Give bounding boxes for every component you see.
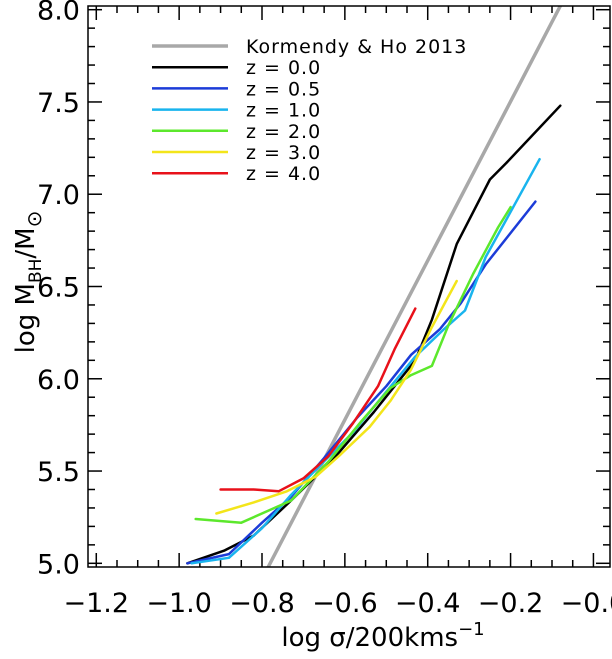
series-lines bbox=[186, 6, 563, 567]
x-tick-label: −0.4 bbox=[395, 588, 461, 619]
series-line bbox=[215, 279, 458, 515]
series-line bbox=[190, 157, 541, 565]
legend-label: z = 3.0 bbox=[246, 142, 321, 164]
y-tick-labels: 5.0 5.5 6.0 6.5 7.0 7.5 8.0 bbox=[37, 0, 80, 580]
axis-ticks bbox=[88, 6, 610, 567]
y-tick-label: 7.0 bbox=[37, 180, 80, 211]
x-tick-label: −1.0 bbox=[146, 588, 212, 619]
legend-label: z = 0.0 bbox=[246, 57, 321, 79]
x-tick-label: −0.6 bbox=[312, 588, 378, 619]
x-axis-label: log σ/200kms−1 bbox=[281, 619, 484, 653]
y-tick-label: 5.5 bbox=[37, 457, 80, 488]
x-tick-label: −0.0 bbox=[561, 588, 612, 619]
x-tick-label: −1.2 bbox=[64, 588, 130, 619]
plot-frame bbox=[87, 5, 611, 568]
legend-label: z = 4.0 bbox=[246, 163, 321, 185]
y-axis-label: log MBH/M⊙ bbox=[11, 211, 46, 354]
y-tick-label: 7.5 bbox=[37, 88, 80, 119]
y-tick-label: 6.5 bbox=[37, 273, 80, 304]
series-line bbox=[186, 200, 537, 565]
legend-label: z = 1.0 bbox=[246, 100, 321, 122]
legend-label: z = 2.0 bbox=[246, 121, 321, 143]
y-tick-label: 8.0 bbox=[37, 0, 80, 27]
y-tick-label: 5.0 bbox=[37, 549, 80, 580]
x-tick-labels: −1.2 −1.0 −0.8 −0.6 −0.4 −0.2 −0.0 bbox=[64, 588, 612, 619]
legend-label: Kormendy & Ho 2013 bbox=[246, 36, 467, 58]
legend-label: z = 0.5 bbox=[246, 78, 321, 100]
series-line bbox=[219, 307, 417, 493]
x-tick-label: −0.8 bbox=[229, 588, 295, 619]
series-line bbox=[194, 205, 512, 524]
series-line bbox=[186, 104, 562, 565]
x-tick-label: −0.2 bbox=[478, 588, 544, 619]
y-tick-label: 6.0 bbox=[37, 365, 80, 396]
